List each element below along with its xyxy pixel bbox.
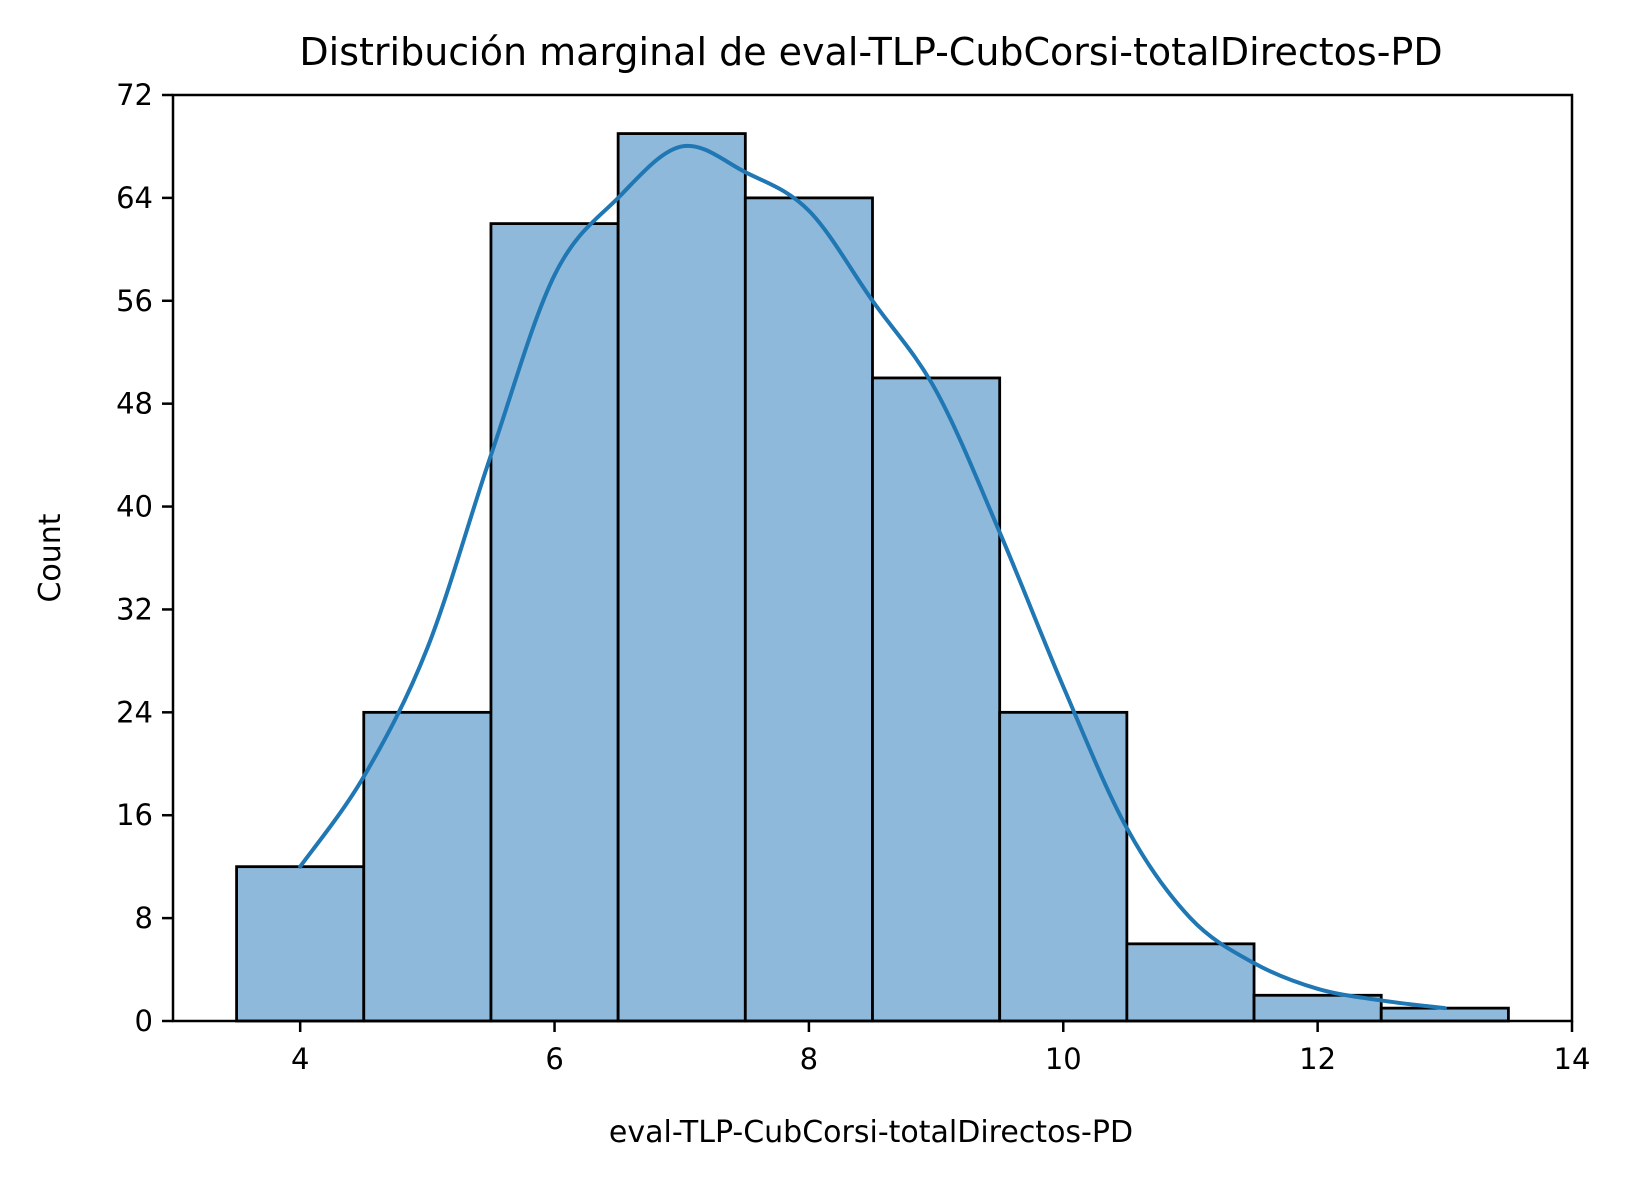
x-tick-label: 14 [1554, 1042, 1591, 1076]
x-tick-label: 10 [1045, 1042, 1082, 1076]
y-tick-label: 64 [116, 181, 153, 215]
kde-layer [298, 143, 1447, 1011]
y-tick-label: 16 [116, 798, 153, 832]
x-tick-label: 4 [291, 1042, 309, 1076]
x-axis-label: eval-TLP-CubCorsi-totalDirectos-PD [609, 1115, 1133, 1150]
x-tick-label: 8 [800, 1042, 818, 1076]
y-axis: 0 8 16 24 32 40 48 56 64 72 [116, 78, 173, 1038]
histogram-bar [871, 376, 1002, 1023]
x-tick-label: 12 [1299, 1042, 1336, 1076]
x-tick-label: 6 [545, 1042, 563, 1076]
y-tick-label: 8 [135, 901, 153, 935]
plot-frame [171, 93, 1574, 1023]
y-tick-label: 32 [116, 592, 153, 626]
kde-curve [298, 143, 1447, 1011]
y-axis-label: Count [33, 513, 68, 602]
y-tick-label: 24 [116, 695, 153, 729]
histogram-bar [616, 132, 747, 1023]
x-axis: 4 6 8 10 12 14 [291, 1021, 1590, 1076]
y-tick-label: 40 [116, 490, 153, 524]
histogram-bar [743, 196, 874, 1023]
y-tick-label: 48 [116, 387, 153, 421]
histogram-bar [1125, 942, 1256, 1023]
chart-title: Distribución marginal de eval-TLP-CubCor… [299, 30, 1442, 74]
histogram-bar [998, 710, 1129, 1023]
histogram-bar [362, 710, 493, 1023]
y-tick-label: 56 [116, 284, 153, 318]
y-tick-label: 72 [116, 78, 153, 112]
y-tick-label: 0 [135, 1004, 153, 1038]
histogram-bar [489, 222, 620, 1023]
histogram-bar [235, 865, 366, 1023]
bars-layer [235, 132, 1510, 1023]
